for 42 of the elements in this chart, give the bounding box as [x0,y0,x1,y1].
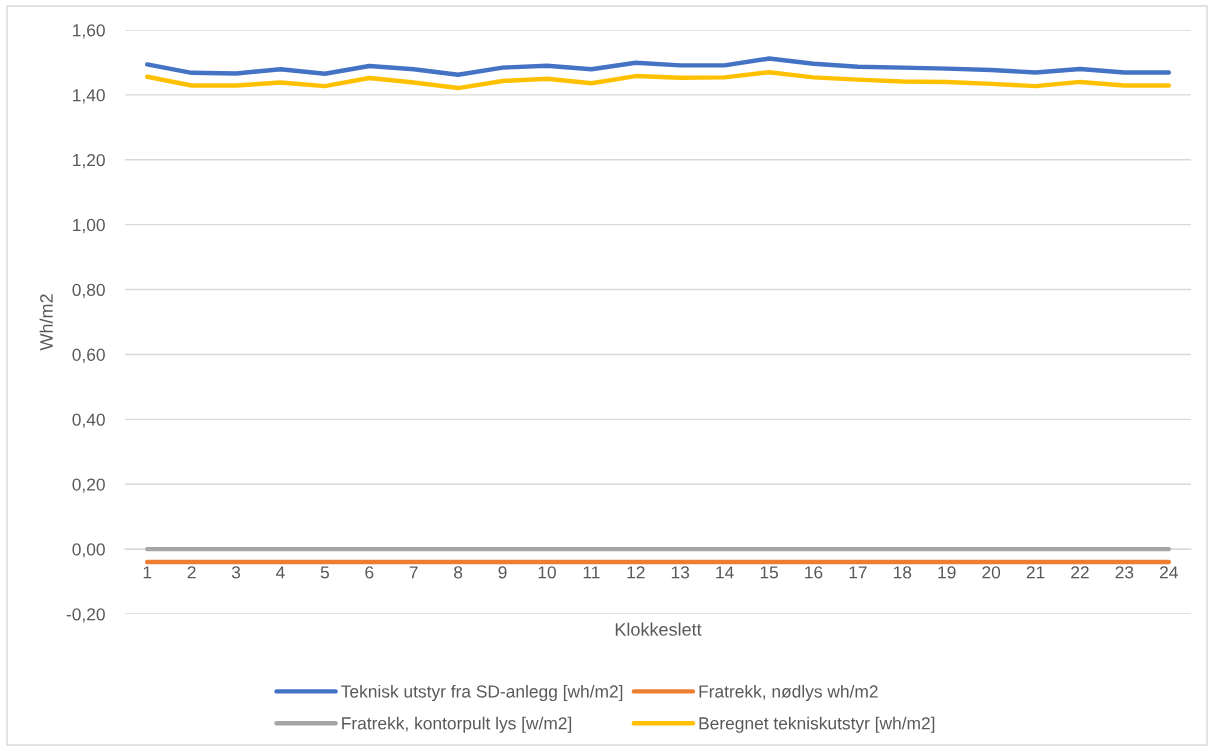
x-tick-label: 7 [409,566,418,579]
x-tick-label: 18 [893,566,912,579]
x-tick-label: 23 [1115,566,1134,579]
x-tick-label: 21 [1026,566,1045,579]
x-tick-label: 3 [231,566,241,579]
x-tick-label: 9 [498,566,507,579]
y-axis-title: Wh/m2 [39,294,53,351]
y-tick-label: 0,40 [72,413,105,428]
y-tick-label: 1,20 [73,153,105,169]
x-tick-label: 12 [627,566,645,579]
y-tick-label: -0,20 [66,608,105,623]
x-tick-label: 4 [276,566,285,579]
x-axis-title: Klokkeslett [615,622,702,636]
x-tick-label: 19 [938,566,956,579]
y-tick-label: 0,00 [72,543,105,558]
y-tick-label: 0,20 [72,478,105,493]
line-series [144,56,1172,77]
x-tick-label: 20 [982,566,1001,579]
x-tick-label: 16 [805,566,823,579]
legend-label: Fratrekk, nødlys wh/m2 [699,684,878,702]
x-tick-label: 11 [583,566,600,579]
x-tick-label: 10 [538,566,556,579]
y-tick-label: 0,80 [72,283,105,299]
y-tick-label: 1,40 [73,89,105,104]
y-tick-label: 1,60 [73,24,105,39]
x-tick-label: 14 [716,566,734,579]
x-tick-label: 6 [365,566,374,579]
x-tick-label: 15 [760,566,778,579]
line-series [144,69,1172,91]
y-tick-label: 1,00 [73,218,105,234]
legend-label: Fratrekk, kontorpult lys [w/m2] [342,716,572,733]
x-tick-label: 24 [1160,566,1178,579]
x-tick-label: 13 [671,566,690,579]
x-tick-label: 8 [454,566,463,579]
x-tick-label: 17 [849,566,867,579]
x-tick-label: 5 [320,566,329,579]
legend-label: Teknisk utstyr fra SD-anlegg [wh/m2] [341,684,623,702]
legend-label: Beregnet tekniskutstyr [wh/m2] [699,716,935,733]
x-tick-label: 22 [1071,566,1089,579]
x-tick-label: 2 [187,566,196,579]
y-tick-label: 0,60 [72,348,105,363]
x-tick-label: 1 [143,566,152,579]
